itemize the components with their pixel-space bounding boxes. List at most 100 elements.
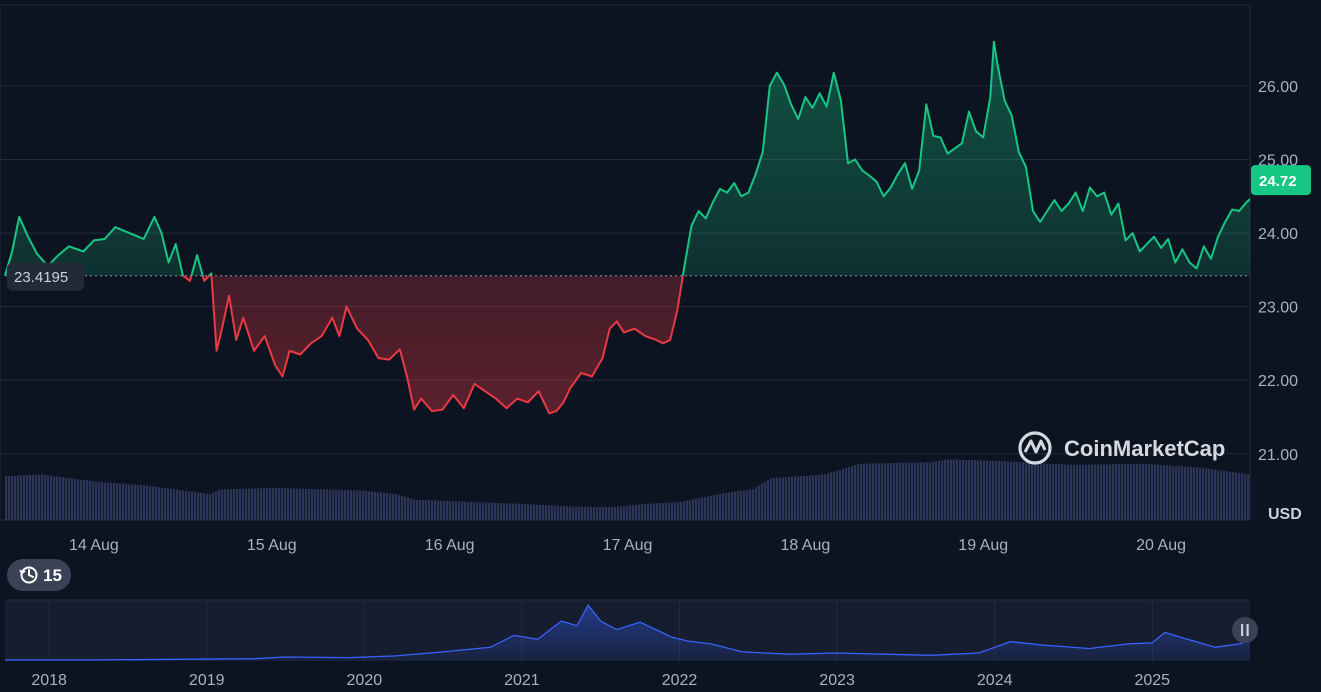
volume-bar <box>239 488 242 520</box>
volume-bar <box>38 474 41 520</box>
volume-bar <box>620 506 623 520</box>
volume-bar <box>974 460 977 520</box>
volume-bar <box>1097 464 1100 520</box>
volume-bar <box>917 462 920 520</box>
volume-bar <box>260 488 263 520</box>
volume-bar <box>224 489 227 520</box>
volume-bar <box>1124 464 1127 520</box>
volume-bar <box>152 486 155 520</box>
price-area-down <box>5 275 1250 414</box>
volume-bar <box>398 494 401 520</box>
volume-bar <box>467 501 470 520</box>
volume-bar <box>20 475 23 520</box>
volume-bar <box>527 504 530 520</box>
volume-bar <box>884 463 887 520</box>
volume-bar <box>971 460 974 520</box>
y-tick-label: 23.00 <box>1258 300 1298 317</box>
navigator-line <box>5 603 1251 661</box>
volume-bar <box>485 502 488 520</box>
volume-bar <box>596 506 599 520</box>
volume-bar <box>221 489 224 520</box>
volume-bar <box>902 462 905 520</box>
volume-bar <box>77 479 80 520</box>
y-tick-label: 26.00 <box>1258 79 1298 96</box>
volume-bar <box>806 475 809 520</box>
volume-bar <box>1010 461 1013 520</box>
volume-bar <box>446 500 449 520</box>
navigator-handle[interactable] <box>1232 617 1258 643</box>
volume-bar <box>818 474 821 520</box>
volume-bar <box>587 506 590 520</box>
volume-bar <box>1190 467 1193 520</box>
volume-bar <box>110 482 113 520</box>
volume-bar <box>905 462 908 520</box>
volume-bar <box>791 476 794 520</box>
volume-bar <box>188 491 191 520</box>
volume-bar <box>938 460 941 520</box>
volume-bar <box>1082 464 1085 520</box>
volume-bar <box>53 476 56 520</box>
volume-bar <box>749 489 752 520</box>
volume-bars <box>5 459 1250 520</box>
volume-bar <box>440 500 443 520</box>
volume-bar <box>821 474 824 520</box>
navigator-year-label: 2020 <box>347 672 383 689</box>
volume-bar <box>827 473 830 520</box>
volume-bar <box>851 466 854 520</box>
volume-bar <box>47 475 50 520</box>
y-tick-label: 21.00 <box>1258 447 1298 464</box>
volume-bar <box>428 500 431 520</box>
volume-bar <box>794 476 797 520</box>
volume-bar <box>437 500 440 520</box>
volume-bar <box>701 497 704 520</box>
volume-bar <box>164 487 167 520</box>
price-line <box>4 40 1250 415</box>
volume-bar <box>863 463 866 520</box>
volume-bar <box>119 483 122 520</box>
coinmarketcap-logo-icon <box>1018 431 1052 465</box>
volume-bar <box>1241 473 1244 520</box>
volume-bar <box>731 492 734 520</box>
navigator-chart[interactable]: 2018 2019 2020 2021 2022 2023 2024 2025 <box>5 599 1251 689</box>
volume-bar <box>710 495 713 520</box>
volume-bar <box>122 483 125 520</box>
volume-bar <box>116 483 119 520</box>
volume-bar <box>404 496 407 520</box>
volume-bar <box>1085 464 1088 520</box>
volume-bar <box>887 463 890 520</box>
volume-bar <box>323 489 326 520</box>
volume-bar <box>266 488 269 520</box>
volume-bar <box>83 480 86 520</box>
volume-bar <box>473 502 476 520</box>
volume-bar <box>8 475 11 520</box>
volume-bar <box>479 502 482 520</box>
volume-bar <box>746 489 749 520</box>
volume-bar <box>44 474 47 520</box>
volume-bar <box>383 492 386 520</box>
volume-bar <box>740 490 743 520</box>
volume-bar <box>866 463 869 520</box>
volume-bar <box>770 478 773 520</box>
volume-bar <box>1136 463 1139 520</box>
volume-bar <box>1019 462 1022 520</box>
volume-bar <box>1223 470 1226 520</box>
volume-bar <box>1130 463 1133 520</box>
volume-bar <box>713 495 716 520</box>
volume-bar <box>1232 472 1235 520</box>
volume-bar <box>371 491 374 520</box>
volume-bar <box>506 503 509 520</box>
volume-bar <box>35 474 38 520</box>
volume-bar <box>881 463 884 520</box>
volume-bar <box>668 502 671 520</box>
volume-bar <box>167 488 170 520</box>
x-tick-label: 17 Aug <box>603 537 653 554</box>
volume-bar <box>1079 464 1082 520</box>
volume-bar <box>476 502 479 520</box>
volume-bar <box>305 488 308 520</box>
volume-bar <box>431 500 434 520</box>
volume-bar <box>434 500 437 520</box>
period-pill[interactable]: 15 <box>7 559 71 591</box>
volume-bar <box>518 503 521 520</box>
volume-bar <box>764 481 767 520</box>
